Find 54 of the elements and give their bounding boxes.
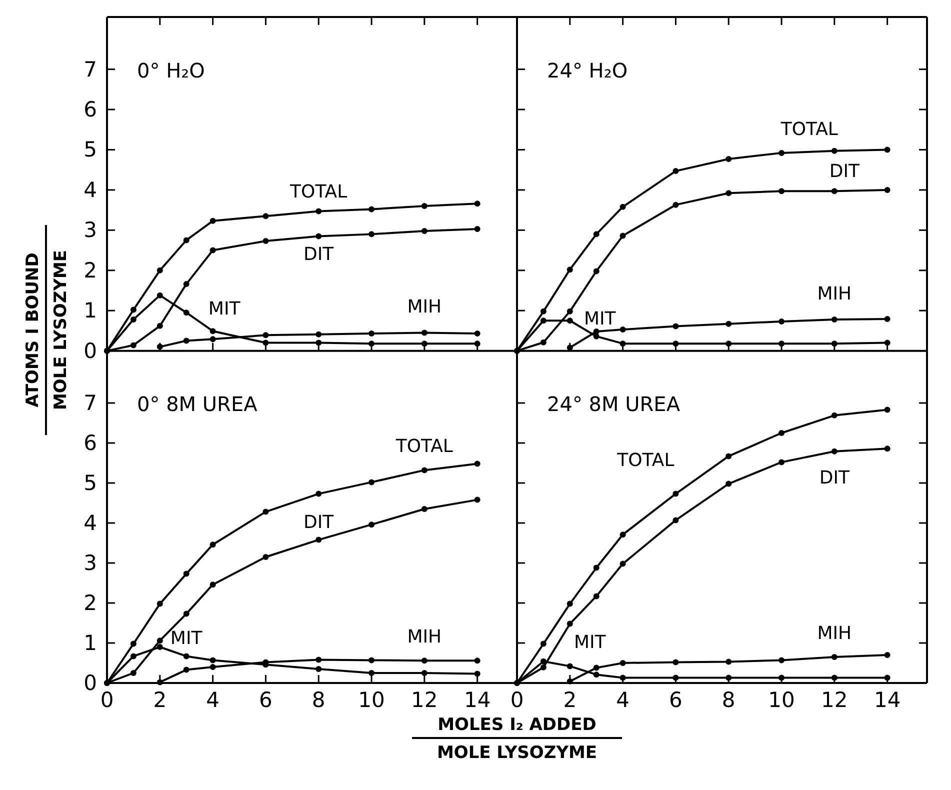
x-tick-label: 12 (411, 688, 438, 712)
y-tick-label: 2 (84, 258, 97, 282)
series-label: MIT (208, 298, 242, 320)
y-tick-label: 5 (84, 138, 97, 162)
series-label: MIT (584, 308, 617, 330)
x-tick-label: 2 (563, 688, 577, 712)
x-tick-label: 2 (153, 688, 167, 712)
y-tick-label: 1 (84, 298, 97, 323)
y-tick-label: 6 (84, 98, 97, 122)
y-tick-label: 1 (84, 631, 97, 655)
series-label: DIT (829, 161, 860, 182)
text: 0° H₂O (137, 58, 205, 82)
y-tick-label: 7 (84, 391, 97, 415)
x-tick-label: 6 (669, 688, 682, 712)
series-label: DIT (304, 512, 335, 533)
y-tick-label: 4 (84, 178, 97, 202)
y-tick-label: 3 (84, 551, 97, 575)
series-label: MIT (170, 628, 204, 650)
text: 0° 8M UREA (137, 392, 258, 416)
series-label: DIT (304, 244, 335, 266)
x-tick-label: 4 (616, 688, 630, 712)
y-tick-label: 2 (84, 591, 97, 615)
x-tick-label: 8 (312, 688, 326, 712)
y-tick-label: 0 (84, 671, 97, 695)
text: 24° H₂O (547, 58, 628, 82)
series-label: MIT (574, 632, 607, 654)
series-label: MIH (817, 283, 852, 304)
series-label: DIT (819, 467, 850, 488)
series-label: MIH (817, 623, 852, 644)
y-tick-label: 3 (84, 218, 97, 242)
text: 24° 8M UREA (547, 392, 680, 416)
x-tick-label: 14 (464, 688, 491, 712)
series-label: TOTAL (616, 450, 674, 471)
y-axis-title: ATOMS I BOUND MOLE LYSOZYME (23, 250, 71, 410)
x-tick-label: 10 (768, 688, 795, 712)
series-label: TOTAL (394, 436, 453, 458)
x-tick-label: 12 (821, 688, 848, 712)
x-tick-label: 4 (206, 688, 220, 712)
series-label: TOTAL (289, 181, 348, 202)
x-tick-label: 8 (722, 688, 736, 712)
x-tick-label: 0 (100, 688, 114, 712)
x-tick-label: 10 (358, 688, 385, 712)
x-tick-label: 0 (510, 688, 524, 712)
y-tick-label: 4 (84, 511, 97, 535)
x-tick-label: 14 (874, 688, 901, 712)
series-label: MIH (407, 296, 442, 318)
series-label: TOTAL (780, 118, 838, 140)
x-tick-label: 6 (259, 688, 272, 712)
y-tick-label: 7 (84, 57, 97, 82)
series-label: MIH (407, 626, 442, 648)
y-tick-label: 5 (84, 471, 97, 495)
y-tick-label: 0 (84, 338, 97, 363)
y-tick-label: 6 (84, 431, 97, 455)
x-axis-title: MOLES I₂ ADDED MOLE LYSOZYME (436, 715, 598, 763)
